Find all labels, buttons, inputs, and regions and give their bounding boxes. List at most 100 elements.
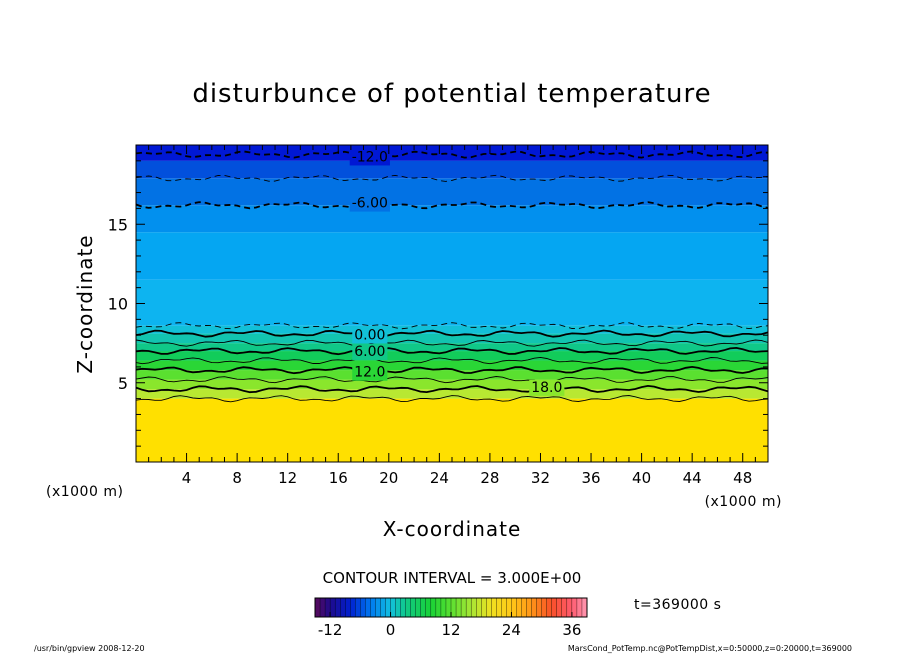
- colorbar-segment: [415, 597, 422, 618]
- plot-area: -12.0 -6.00 0.006.00 12.0 18.0: [135, 144, 769, 463]
- colorbar-segment: [536, 597, 543, 618]
- colorbar-segment: [576, 597, 583, 618]
- colorbar-segment: [319, 597, 326, 618]
- contour-4: [135, 329, 769, 338]
- colorbar-segment: [460, 597, 467, 618]
- contour-label-10: 18.0: [531, 380, 562, 396]
- contour-10: [135, 384, 769, 394]
- colorbar-segment: [425, 597, 432, 618]
- colorbar-segment: [365, 597, 371, 618]
- color-band-4: [136, 360, 768, 371]
- colorbar-segment: [370, 597, 376, 618]
- contour-1: [135, 174, 769, 182]
- contour-8: [135, 365, 769, 375]
- colorbar-segment: [405, 597, 412, 618]
- colorbar-segment: [340, 597, 346, 618]
- colorbar-segment: [511, 597, 517, 618]
- footer-left: /usr/bin/gpview 2008-12-20: [34, 644, 145, 653]
- contour-label-8: 12.0: [354, 365, 385, 381]
- colorbar-segment: [360, 597, 366, 618]
- colorbar-segment: [314, 597, 321, 618]
- colorbar-segment: [375, 597, 381, 618]
- color-band-11: [136, 205, 768, 233]
- contour-5: [135, 339, 769, 347]
- contour-11: [135, 395, 769, 403]
- contour-lines: [135, 150, 769, 403]
- colorbar-segment: [496, 597, 502, 618]
- time-label: t=369000 s: [634, 597, 721, 613]
- footer-right: MarsCond_PotTemp.nc@PotTempDist,x=0:5000…: [568, 644, 852, 653]
- contour-label-0: -12.0: [352, 149, 388, 165]
- colorbar-tick-label: 24: [502, 621, 521, 639]
- colorbar-segment: [455, 597, 462, 618]
- contour-3: [135, 322, 769, 330]
- colorbar-segment: [526, 597, 533, 618]
- x-tick-label: 8: [232, 469, 242, 487]
- color-band-10: [136, 232, 768, 280]
- colorbar: [314, 597, 588, 618]
- colorbar-segment: [556, 597, 563, 618]
- colorbar-segment: [561, 597, 568, 618]
- colorbar-segment: [430, 597, 437, 618]
- y-tick-label: 5: [118, 374, 128, 393]
- y-tick-label: 10: [108, 295, 128, 314]
- contour-label-bg-8: [352, 364, 388, 381]
- x-tick-label: 20: [379, 469, 398, 487]
- colorbar-segment: [345, 597, 351, 618]
- colorbar-segment: [380, 597, 386, 618]
- colorbar-segment: [541, 597, 548, 618]
- color-band-7: [136, 333, 768, 344]
- colorbar-segment: [501, 597, 507, 618]
- x-unit-right: (x1000 m): [705, 494, 782, 510]
- x-tick-label: 24: [430, 469, 449, 487]
- x-axis-label: X-coordinate: [383, 517, 522, 541]
- colorbar-segment: [465, 597, 472, 618]
- colorbar-segment: [546, 597, 553, 618]
- colorbar-segment: [329, 597, 336, 618]
- color-band-5: [136, 351, 768, 361]
- contour-label-6: 6.00: [354, 344, 385, 360]
- x-tick-label: 36: [581, 469, 600, 487]
- color-band-1: [136, 389, 768, 399]
- x-tick-label: 28: [480, 469, 499, 487]
- x-tick-label: 16: [329, 469, 348, 487]
- x-tick-label: 48: [733, 469, 752, 487]
- colorbar-segment: [566, 597, 573, 618]
- color-band-8: [136, 325, 768, 334]
- colorbar-segment: [385, 597, 392, 618]
- contour-7: [135, 356, 769, 365]
- contour-label-2: -6.00: [352, 196, 388, 212]
- colorbar-segment: [435, 597, 442, 618]
- y-tick-label: 15: [108, 215, 128, 234]
- x-tick-label: 40: [632, 469, 651, 487]
- colorbar-segment: [481, 597, 487, 618]
- colorbar-segment: [355, 597, 361, 618]
- color-bands: [136, 145, 768, 462]
- color-band-12: [136, 178, 768, 206]
- contour-label-bg-2: [349, 195, 390, 212]
- x-unit-left: (x1000 m): [46, 484, 123, 500]
- color-band-9: [136, 279, 768, 326]
- color-band-3: [136, 370, 768, 380]
- colorbar-segment: [334, 597, 341, 618]
- colorbar-segment: [571, 597, 578, 618]
- colorbar-segment: [440, 597, 447, 618]
- colorbar-segment: [551, 597, 558, 618]
- contour-label-bg-0: [349, 149, 390, 166]
- contour-label-bg-10: [529, 379, 565, 396]
- colorbar-segment: [491, 597, 497, 618]
- color-band-2: [136, 379, 768, 390]
- colorbar-segment: [445, 597, 452, 618]
- contour-6: [135, 346, 769, 356]
- colorbar-segment: [390, 597, 397, 618]
- contour-2: [135, 201, 769, 210]
- colorbar-segment: [350, 597, 356, 618]
- x-tick-label: 44: [683, 469, 702, 487]
- color-band-6: [136, 343, 768, 352]
- colorbar-ticks: -12 0 12 24 36: [318, 612, 581, 639]
- contour-0: [135, 150, 769, 159]
- colorbar-segment: [420, 597, 427, 618]
- color-band-0: [136, 398, 768, 462]
- y-axis-label: Z-coordinate: [73, 234, 97, 373]
- colorbar-tick-label: 12: [441, 621, 460, 639]
